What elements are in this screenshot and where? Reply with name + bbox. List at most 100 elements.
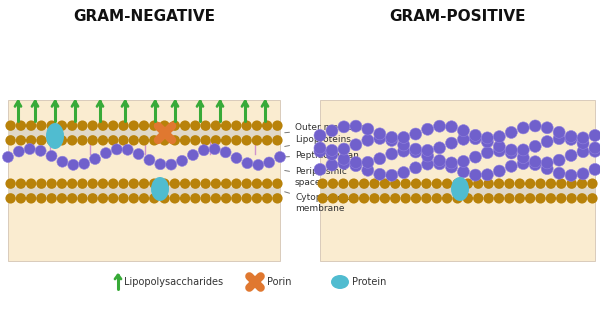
Circle shape <box>463 178 473 189</box>
Circle shape <box>88 178 98 189</box>
Circle shape <box>529 156 541 168</box>
Circle shape <box>473 193 484 204</box>
Circle shape <box>139 178 149 189</box>
Circle shape <box>556 178 566 189</box>
Circle shape <box>26 120 37 131</box>
Circle shape <box>369 178 380 189</box>
Circle shape <box>577 132 589 144</box>
Circle shape <box>133 149 144 160</box>
Circle shape <box>422 123 434 135</box>
Circle shape <box>398 145 410 157</box>
Circle shape <box>200 178 211 189</box>
Circle shape <box>5 178 16 189</box>
Circle shape <box>122 144 133 155</box>
Circle shape <box>481 169 493 181</box>
Circle shape <box>553 167 565 179</box>
Circle shape <box>380 178 390 189</box>
Circle shape <box>36 120 47 131</box>
Circle shape <box>553 154 565 166</box>
Circle shape <box>317 193 328 204</box>
Circle shape <box>314 142 326 154</box>
Circle shape <box>170 135 180 145</box>
Circle shape <box>275 152 286 162</box>
Circle shape <box>149 120 160 131</box>
Circle shape <box>57 156 68 167</box>
Circle shape <box>160 178 170 189</box>
Circle shape <box>170 120 180 131</box>
Circle shape <box>545 193 556 204</box>
Circle shape <box>422 144 434 156</box>
Circle shape <box>88 193 98 204</box>
Circle shape <box>338 153 350 165</box>
Circle shape <box>67 178 77 189</box>
Circle shape <box>326 144 338 156</box>
Circle shape <box>139 193 149 204</box>
Circle shape <box>350 120 362 132</box>
Circle shape <box>262 193 272 204</box>
Circle shape <box>57 178 67 189</box>
Circle shape <box>587 178 598 189</box>
Circle shape <box>434 158 446 170</box>
Circle shape <box>242 158 253 169</box>
Circle shape <box>442 178 452 189</box>
Circle shape <box>504 178 515 189</box>
Circle shape <box>16 178 26 189</box>
Circle shape <box>128 135 139 145</box>
Circle shape <box>46 135 57 145</box>
Circle shape <box>484 193 494 204</box>
Bar <box>320 100 595 261</box>
Circle shape <box>525 178 535 189</box>
Circle shape <box>494 193 504 204</box>
Circle shape <box>469 169 481 181</box>
Circle shape <box>374 133 386 144</box>
Bar <box>8 128 280 137</box>
Circle shape <box>67 193 77 204</box>
Circle shape <box>77 120 88 131</box>
Circle shape <box>36 135 47 145</box>
Circle shape <box>410 128 422 140</box>
Circle shape <box>535 193 546 204</box>
Circle shape <box>211 120 221 131</box>
Text: GRAM-POSITIVE: GRAM-POSITIVE <box>389 9 526 24</box>
Circle shape <box>515 193 525 204</box>
Circle shape <box>398 132 410 143</box>
Circle shape <box>422 150 434 162</box>
Circle shape <box>180 135 190 145</box>
Ellipse shape <box>46 123 64 149</box>
Circle shape <box>180 193 190 204</box>
Text: Lipopolysaccharides: Lipopolysaccharides <box>124 277 223 287</box>
Text: Peptidoglycan: Peptidoglycan <box>285 151 359 160</box>
Circle shape <box>211 135 221 145</box>
Circle shape <box>139 120 149 131</box>
Ellipse shape <box>451 177 469 201</box>
Circle shape <box>505 126 517 138</box>
Circle shape <box>180 120 190 131</box>
Circle shape <box>108 178 118 189</box>
Circle shape <box>160 135 170 145</box>
Circle shape <box>338 178 349 189</box>
Circle shape <box>434 142 446 154</box>
Circle shape <box>317 178 328 189</box>
Circle shape <box>577 178 587 189</box>
Circle shape <box>139 135 149 145</box>
Circle shape <box>566 178 577 189</box>
Circle shape <box>190 178 200 189</box>
Circle shape <box>209 143 220 155</box>
Circle shape <box>46 193 57 204</box>
Circle shape <box>541 122 553 134</box>
Circle shape <box>170 193 180 204</box>
Circle shape <box>262 135 272 145</box>
Circle shape <box>241 193 252 204</box>
Circle shape <box>505 160 517 172</box>
Circle shape <box>272 178 283 189</box>
Circle shape <box>359 193 370 204</box>
Circle shape <box>67 135 77 145</box>
Circle shape <box>118 193 128 204</box>
Circle shape <box>220 147 231 158</box>
Circle shape <box>180 178 190 189</box>
Circle shape <box>88 120 98 131</box>
Circle shape <box>469 129 481 141</box>
Circle shape <box>446 161 458 173</box>
Circle shape <box>517 152 529 164</box>
Circle shape <box>149 193 160 204</box>
